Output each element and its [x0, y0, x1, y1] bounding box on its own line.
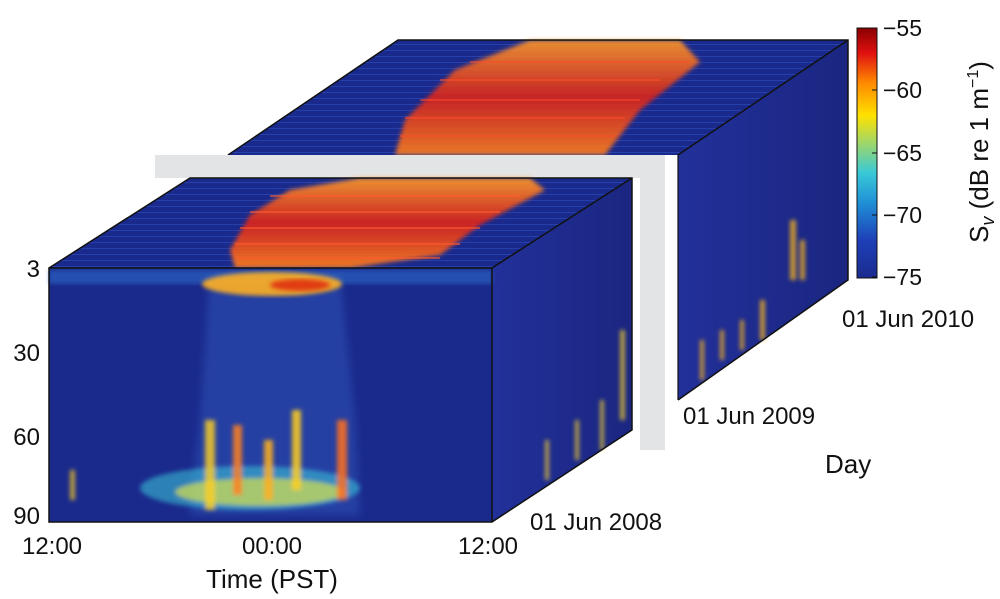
back-top-striations — [400, 61, 690, 137]
x-tick-label: 12:00 — [22, 533, 82, 560]
colorbar: −55 −60 −65 −70 −75 Sv (dB re 1 m−1) — [856, 15, 998, 290]
back-side-activity — [700, 220, 805, 380]
front-block-side — [492, 178, 632, 522]
front-side-activity — [545, 330, 625, 480]
colorbar-title: Sv (dB re 1 m−1) — [964, 61, 998, 243]
front-top-striations — [235, 195, 520, 259]
colorbar-title-sup: −1 — [965, 70, 982, 88]
z-tick-label: 01 Jun 2009 — [683, 403, 815, 430]
middle-panel-2009 — [155, 155, 665, 450]
front-face-plume — [190, 275, 360, 515]
colorbar-tick-label: −65 — [883, 140, 922, 166]
colorbar-title-rest: (dB re 1 m — [964, 88, 994, 217]
colorbar-title-end: ) — [964, 61, 994, 70]
y-tick-label: 60 — [13, 424, 40, 451]
back-block-2010 — [227, 39, 849, 401]
y-tick-label: 30 — [13, 340, 40, 367]
y-tick-label: 90 — [13, 503, 40, 530]
front-face-dsl — [70, 410, 360, 510]
colorbar-tick-label: −55 — [883, 15, 922, 41]
back-top-band — [395, 40, 700, 155]
z-axis: 01 Jun 2008 01 Jun 2009 01 Jun 2010 Day — [530, 306, 974, 536]
colorbar-title-main: S — [964, 226, 994, 243]
colorbar-tick-label: −60 — [883, 77, 922, 103]
colorbar-title-sub: v — [978, 216, 998, 226]
x-tick-label: 00:00 — [242, 533, 302, 560]
x-axis: 12:00 00:00 12:00 Time (PST) — [22, 533, 518, 594]
front-top-band — [230, 178, 545, 268]
colorbar-ticks — [872, 27, 877, 278]
z-axis-title: Day — [825, 449, 871, 479]
z-tick-label: 01 Jun 2010 — [842, 306, 974, 333]
colorbar-tick-label: −75 — [883, 264, 922, 290]
front-block-2008 — [48, 177, 633, 523]
z-tick-label: 01 Jun 2008 — [530, 509, 662, 536]
y-tick-label: 3 — [27, 256, 40, 283]
y-axis: 3 30 60 90 — [13, 256, 40, 530]
colorbar-tick-label: −70 — [883, 202, 922, 228]
x-tick-label: 12:00 — [458, 533, 518, 560]
x-axis-title: Time (PST) — [206, 564, 338, 594]
